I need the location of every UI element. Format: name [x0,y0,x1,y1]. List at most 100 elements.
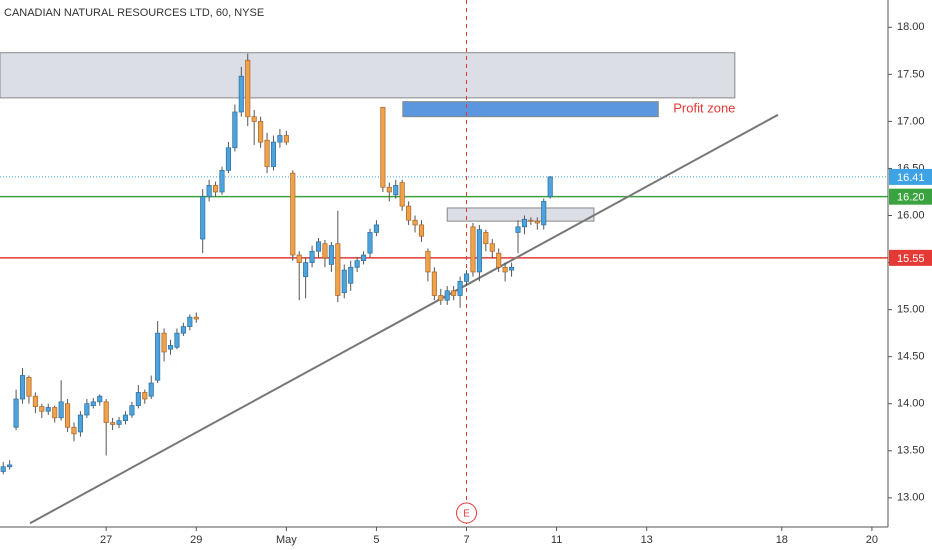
y-tick-label: 17.50 [897,68,925,80]
candle-body [13,398,19,428]
x-tick-label: 11 [551,534,562,546]
candle-body [155,332,161,381]
y-tick-label: 16.00 [897,209,925,221]
candle-body [380,106,386,188]
candle-body [270,141,277,167]
x-tick-label: 13 [641,534,653,546]
candle-body [84,403,90,416]
candle-body [534,220,540,224]
candle-body [258,121,264,143]
candle-body [361,254,367,262]
price-label-box [889,188,932,205]
plot-area: Profit zone E [0,0,888,527]
candle-body [489,243,495,252]
candle-body [335,243,341,296]
candle-body [451,290,457,296]
candle-body [219,169,225,193]
candle-body [399,182,405,207]
candle-body [502,266,508,273]
candle-body [39,406,45,412]
candle-body [438,295,444,301]
candle-body [206,185,212,198]
axes: 13.0013.5014.0014.5015.0015.5016.0016.50… [100,21,932,546]
candle-body [483,232,489,245]
candle-body [309,250,315,263]
candle-body [58,401,64,419]
candle-body [348,266,354,284]
y-tick-label: 15.00 [897,304,925,316]
candle-body [470,226,476,273]
x-tick-label: 29 [190,534,202,546]
x-tick-label: 27 [100,534,112,546]
price-label-box [889,249,932,266]
zone [0,52,736,99]
candle-body [116,420,122,425]
price-label: 16.41 [897,172,925,184]
candle-body [232,111,238,149]
candle-body [425,250,431,273]
candle-body [180,326,186,334]
price-label-box [889,168,932,185]
candle-body [412,219,418,226]
candle-body [541,201,547,226]
candle-body [161,332,167,353]
x-tick-label: May [276,534,297,546]
x-tick-label: 20 [866,534,878,546]
candle-body [283,135,289,143]
x-tick-label: 18 [776,534,788,546]
candle-body [32,395,38,407]
price-label: 16.20 [897,192,925,204]
candle-body [277,135,283,143]
x-tick-label: 5 [373,534,379,546]
candle-body [406,205,412,221]
candle-body [7,464,13,468]
candle-body [393,185,399,196]
candle-body [129,405,135,416]
candle-body [245,59,251,118]
candle-body [122,414,129,422]
candle-body [0,466,6,472]
y-tick-label: 17.00 [897,115,925,127]
y-tick-label: 18.00 [897,21,925,33]
price-label: 15.55 [897,253,925,265]
zone-label: Profit zone [673,101,735,116]
candle-body [65,403,71,428]
candle-body [386,186,392,193]
candle-body [77,414,83,433]
candle-body [142,392,148,400]
candle-body [174,332,180,348]
candle-body [193,316,199,320]
candle-body [476,229,482,273]
y-tick-label: 13.00 [897,492,925,504]
candle-body [251,116,257,122]
zone [446,207,595,222]
candle-body [463,273,470,282]
candle-body [19,375,26,400]
x-tick-label: 7 [463,534,469,546]
candle-body [322,243,328,259]
candle-body [90,401,96,406]
candle-body [110,422,116,425]
candle-body [135,392,141,406]
candle-body [167,345,174,350]
zone [402,101,659,118]
candle-body [457,281,463,296]
trendline [29,113,779,525]
candle-body [515,226,521,233]
candle-body [187,316,193,327]
candle-body [444,290,450,301]
candle-body [103,401,109,423]
candle-body [373,224,379,233]
candle-body [26,377,32,397]
candle-body [213,185,219,193]
candle-body [431,271,437,296]
chart-title: CANADIAN NATURAL RESOURCES LTD, 60, NYSE [4,7,264,19]
candle-body [367,232,373,254]
y-tick-label: 14.50 [897,351,925,363]
candle-body [528,219,534,222]
candle-body [264,139,270,167]
candle-body [303,262,309,278]
candle-body [328,245,334,265]
candle-body [45,407,51,412]
